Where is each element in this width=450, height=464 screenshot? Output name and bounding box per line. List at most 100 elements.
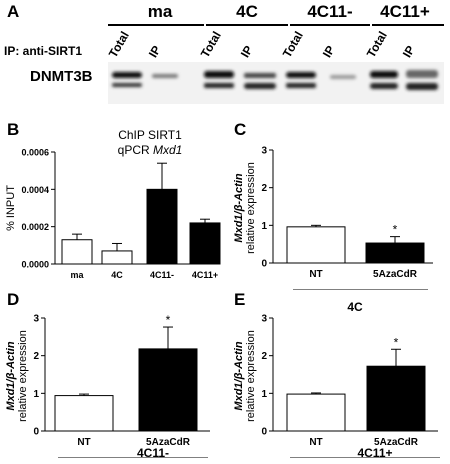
y-axis-label: % INPUT xyxy=(5,185,17,231)
group-header-underline-3 xyxy=(372,24,444,26)
band-ma-ip-upper xyxy=(152,74,178,78)
bar-5AzaCdR xyxy=(365,242,425,264)
y-tick-label-1: 1 xyxy=(261,221,267,232)
y-axis-label-sub: relative expression xyxy=(245,162,257,254)
category-label-5AzaCdR: 5AzaCdR xyxy=(373,269,418,280)
group-header-underline-0 xyxy=(108,24,204,26)
ip-antibody-label: IP: anti-SIRT1 xyxy=(4,44,83,58)
y-axis-label-gene: Mxd1/β-Actin xyxy=(5,341,17,410)
band-4c-ip-upper xyxy=(244,73,276,78)
bar-5AzaCdR xyxy=(138,348,198,432)
band-4c11m-total-upper xyxy=(286,72,316,78)
y-axis-label-gene: Mxd1/β-Actin xyxy=(233,173,245,242)
category-label-4C11+: 4C11+ xyxy=(192,270,218,280)
chart-b: 0.0000 0.0002 0.0004 0.0006 ma 4C 4C11- 4C11+ % … xyxy=(5,148,221,280)
band-4c-total-lower xyxy=(204,83,234,88)
chart-d: 0 1 2 3 NT 5AzaCdR * Mxd1/β-Actinrelative expre… xyxy=(5,313,210,458)
panel-b-title-prefix: qPCR xyxy=(117,143,153,157)
lane-label-0: Total xyxy=(105,28,132,60)
band-ma-total-upper xyxy=(112,72,142,78)
band-4c11p-ip-lower xyxy=(406,83,438,90)
category-label-5AzaCdR: 5AzaCdR xyxy=(146,437,191,448)
lane-label-6: Total xyxy=(363,28,390,60)
y-tick-label-1: 1 xyxy=(261,389,267,400)
y-axis-label: Mxd1/β-Actinrelative expression xyxy=(233,330,257,422)
y-tick-label-2: 2 xyxy=(261,183,267,194)
y-tick-label-3: 0.0006 xyxy=(21,148,49,158)
category-label-NT: NT xyxy=(77,437,90,448)
category-label-4C11-: 4C11- xyxy=(150,270,174,280)
group-header-3: 4C11+ xyxy=(380,2,430,21)
chart-e: 0 1 2 3 NT 5AzaCdR * Mxd1/β-Actinrelative expre… xyxy=(233,314,440,458)
lane-label-2: Total xyxy=(197,28,224,60)
band-4c11p-total-lower xyxy=(370,83,398,89)
y-tick-label-2: 2 xyxy=(33,351,39,362)
panel-d-group-label: 4C11- xyxy=(136,446,170,460)
bar-4C xyxy=(101,250,133,265)
y-tick-label-0: 0 xyxy=(33,427,39,438)
bar-5AzaCdR xyxy=(366,365,426,432)
y-axis-label-gene: Mxd1/β-Actin xyxy=(233,341,245,410)
category-label-4C: 4C xyxy=(111,270,123,280)
bar-NT xyxy=(286,393,346,432)
bar-4C11- xyxy=(146,188,178,265)
lane-label-4: Total xyxy=(279,28,306,60)
panel-c-ylabel xyxy=(227,145,247,275)
y-tick-label-0: 0 xyxy=(261,427,267,438)
band-4c-total-upper xyxy=(204,71,234,78)
panel-d-label: D xyxy=(7,290,20,309)
y-tick-label-2: 2 xyxy=(261,351,267,362)
lane-label-1: IP xyxy=(145,43,164,60)
panel-e-group-label: 4C11+ xyxy=(357,446,393,460)
significance-5AzaCdR: * xyxy=(394,335,399,349)
panel-b-title-gene: Mxd1 xyxy=(153,143,183,157)
lane-label-5: IP xyxy=(319,43,338,60)
category-label-NT: NT xyxy=(309,269,322,280)
bar-NT xyxy=(54,395,114,432)
y-tick-label-3: 3 xyxy=(261,314,267,325)
group-header-1: 4C xyxy=(236,2,258,21)
y-tick-label-0: 0.0000 xyxy=(21,260,49,270)
band-4c11p-total-upper xyxy=(370,71,398,78)
y-tick-label-3: 3 xyxy=(33,314,39,325)
panel-c-group-label: 4C xyxy=(347,300,363,314)
category-label-5AzaCdR: 5AzaCdR xyxy=(374,437,419,448)
band-4c11m-ip-upper xyxy=(330,75,356,79)
panel-b-title: ChIP SIRT1 qPCR Mxd1 xyxy=(110,128,190,158)
category-label-NT: NT xyxy=(309,437,322,448)
y-axis-label: Mxd1/β-Actinrelative expression xyxy=(5,330,29,422)
dnmt3b-label: DNMT3B xyxy=(30,68,93,85)
y-tick-label-0: 0 xyxy=(261,259,267,270)
panel-b-label: B xyxy=(7,120,20,139)
y-tick-label-1: 0.0002 xyxy=(21,222,49,232)
y-tick-label-1: 1 xyxy=(33,389,39,400)
group-header-2: 4C11- xyxy=(307,2,353,21)
bar-4C11+ xyxy=(189,222,221,265)
group-header-0: ma xyxy=(147,2,173,21)
panel-a-label: A xyxy=(7,2,20,21)
panel-e-label: E xyxy=(234,290,246,309)
lane-label-3: IP xyxy=(237,43,256,60)
y-axis-label-sub: relative expression xyxy=(245,330,257,422)
band-4c-ip-lower xyxy=(244,83,276,89)
y-tick-label-3: 3 xyxy=(261,146,267,157)
group-header-underline-2 xyxy=(290,24,370,26)
significance-5AzaCdR: * xyxy=(166,313,171,327)
y-axis-label: Mxd1/β-Actinrelative expression xyxy=(233,162,257,254)
y-axis-label-sub: relative expression xyxy=(17,330,29,422)
bar-ma xyxy=(61,239,93,265)
lane-label-7: IP xyxy=(399,43,418,60)
significance-5AzaCdR: * xyxy=(393,223,398,237)
category-label-ma: ma xyxy=(70,270,84,280)
western-blot xyxy=(108,62,444,104)
band-4c11p-ip-upper xyxy=(406,70,438,78)
panel-b-title-line2: qPCR Mxd1 xyxy=(110,143,190,158)
y-tick-label-2: 0.0004 xyxy=(21,185,49,195)
panel-c-label: C xyxy=(234,120,247,139)
band-ma-total-lower xyxy=(112,83,142,87)
chart-c: 0 1 2 3 NT 5AzaCdR * Mxd1/β-Actinrelative expre… xyxy=(233,146,433,290)
panel-b-title-line1: ChIP SIRT1 xyxy=(118,128,182,142)
band-4c11m-total-lower xyxy=(286,83,316,88)
group-header-underline-1 xyxy=(206,24,288,26)
bar-NT xyxy=(286,226,346,264)
